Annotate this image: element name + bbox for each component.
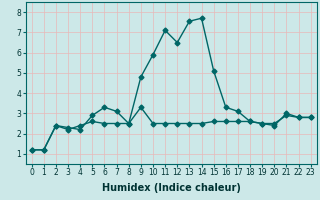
X-axis label: Humidex (Indice chaleur): Humidex (Indice chaleur) xyxy=(102,183,241,193)
